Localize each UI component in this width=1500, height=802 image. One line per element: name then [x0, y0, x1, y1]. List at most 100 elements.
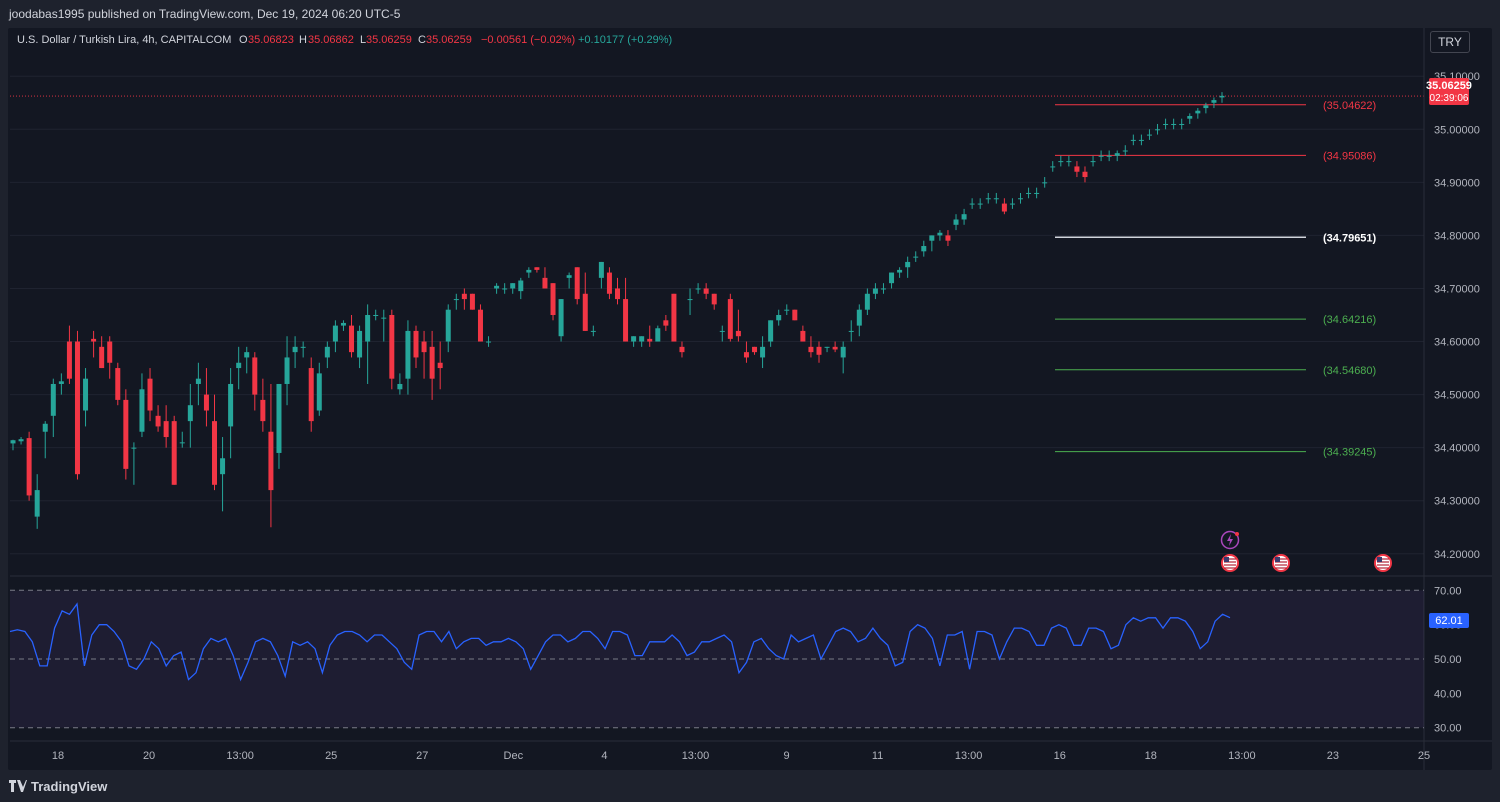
- flag-canton: [1377, 557, 1382, 562]
- legend-open-label: O: [239, 34, 248, 46]
- candle-body: [808, 346, 814, 353]
- candle-body: [332, 325, 338, 342]
- candle-body: [1138, 139, 1144, 141]
- candle-body: [99, 346, 105, 369]
- candle-body: [623, 299, 629, 342]
- candle-body: [1074, 166, 1080, 172]
- rsi-tick-label: 70.00: [1434, 585, 1462, 597]
- flag-canton: [1275, 557, 1280, 562]
- candle-body: [615, 288, 620, 300]
- candle-body: [1082, 171, 1088, 178]
- candle-body: [461, 293, 467, 300]
- candle-body: [1187, 116, 1193, 119]
- candle-body: [397, 383, 403, 390]
- candle-body: [768, 320, 774, 342]
- candle-body: [856, 309, 862, 326]
- candle-body: [969, 203, 975, 205]
- candle-body: [1042, 182, 1048, 184]
- candle-body: [1018, 198, 1023, 200]
- tradingview-logo[interactable]: TradingView: [9, 779, 107, 794]
- candle-body: [1195, 110, 1201, 114]
- candle-body: [324, 346, 330, 358]
- bolt-ring: [1220, 530, 1240, 550]
- time-tick-label: 13:00: [682, 750, 710, 762]
- candle-body: [711, 293, 717, 305]
- rsi-tick-label: 40.00: [1434, 688, 1462, 700]
- candle-body: [58, 381, 64, 384]
- candle-body: [776, 315, 782, 321]
- time-axis[interactable]: 18 20 13:00 25 27 Dec 4 13:00 9 11 13:00 16 18 13:00 2…: [52, 750, 1430, 762]
- rsi-line: [9, 602, 1231, 682]
- bolt-dot: [1235, 532, 1239, 536]
- candle-body: [1106, 155, 1112, 157]
- candle-body: [195, 378, 201, 384]
- candle-body: [1058, 161, 1064, 163]
- currency-button[interactable]: TRY: [1430, 31, 1470, 53]
- candle-body: [268, 431, 274, 491]
- candle-body: [260, 399, 266, 422]
- candle-body: [203, 394, 209, 411]
- candle-body: [357, 330, 363, 358]
- us-flag-event-icon: [1272, 554, 1290, 572]
- flag-canton: [1224, 557, 1229, 562]
- candle-body: [469, 293, 475, 310]
- candle-body: [937, 232, 943, 236]
- rsi-badge-value: 62.01: [1435, 615, 1463, 627]
- candle-body: [365, 315, 371, 342]
- rsi-value-badge: 62.01: [1429, 613, 1469, 628]
- candle-body: [832, 346, 838, 350]
- candle-body: [1211, 100, 1217, 103]
- publish-header: joodabas1995 published on TradingView.co…: [0, 0, 1500, 28]
- pivot-level-lines: (35.04622) (34.95086) (34.79651) (34.64216)…: [1055, 100, 1377, 459]
- candle-body: [687, 299, 693, 301]
- price-tick-label: 34.90000: [1434, 177, 1480, 189]
- tradingview-logo-icon: [9, 780, 27, 792]
- candle-body: [1155, 129, 1161, 131]
- candle-body: [308, 368, 314, 422]
- candle-body: [727, 299, 733, 339]
- candle-body: [220, 458, 226, 475]
- candle-body: [212, 421, 217, 485]
- candle-body: [421, 341, 427, 353]
- price-tick-label: 34.30000: [1434, 496, 1480, 508]
- candle-body: [107, 341, 113, 363]
- level-label: (34.95086): [1323, 150, 1376, 162]
- candle-body: [590, 330, 596, 332]
- price-tick-label: 34.80000: [1434, 230, 1480, 242]
- time-tick-label: 16: [1054, 750, 1066, 762]
- candle-body: [663, 320, 669, 326]
- legend-close-value: 35.06259: [426, 34, 472, 46]
- chart-frame[interactable]: [8, 28, 1492, 770]
- candle-body: [123, 399, 129, 469]
- candle-body: [1203, 105, 1209, 109]
- candle-body: [824, 346, 830, 348]
- candle-body: [453, 299, 459, 301]
- legend-change-overall: +0.10177 (+0.29%): [578, 34, 672, 46]
- candle-body: [381, 317, 387, 319]
- level-label: (34.79651): [1323, 232, 1377, 244]
- last-price-value: 35.06259: [1426, 80, 1472, 92]
- legend-low-value: 35.06259: [366, 34, 412, 46]
- candle-body: [977, 203, 983, 205]
- candle-body: [760, 346, 766, 358]
- candle-body: [147, 378, 153, 411]
- candle-body: [1001, 203, 1007, 212]
- price-tick-label: 34.50000: [1434, 390, 1480, 402]
- candle-body: [236, 362, 242, 369]
- candle-body: [445, 309, 451, 342]
- candle-body: [1090, 161, 1096, 163]
- rsi-tick-label: 50.00: [1434, 654, 1462, 666]
- price-axis[interactable]: 35.1000035.0000034.9000034.8000034.70000…: [10, 28, 1492, 770]
- candle-body: [735, 330, 741, 337]
- candle-body: [1130, 139, 1136, 141]
- candle-body: [115, 368, 121, 400]
- candle-body: [655, 328, 661, 342]
- legend-high-value: 35.06862: [308, 34, 354, 46]
- candle-body: [719, 330, 725, 332]
- candle-body: [437, 362, 443, 369]
- candle-body: [953, 219, 959, 225]
- candle-body: [631, 336, 637, 342]
- candle-body: [486, 341, 492, 343]
